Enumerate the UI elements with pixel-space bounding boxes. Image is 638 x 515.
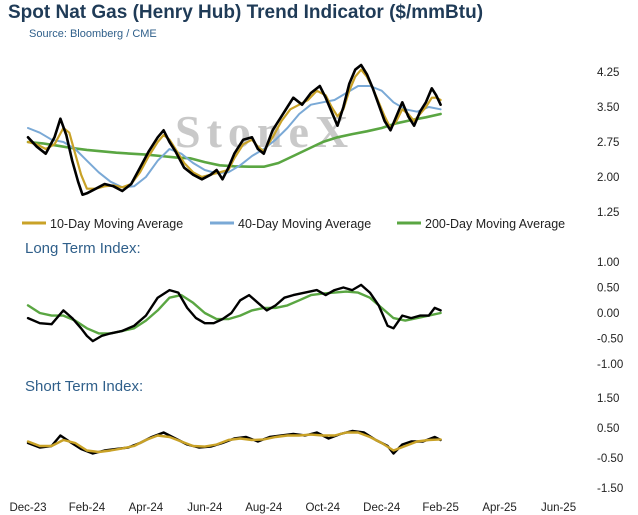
series-line-200-day-moving-average [26, 112, 442, 168]
x-tick-label: Dec-23 [9, 502, 46, 514]
panel-2: 1.00 0.50 0.00 -0.50 -1.00 [26, 257, 623, 371]
legend-item: 10-Day Moving Average [22, 217, 183, 231]
y-tick-label: 0.50 [597, 423, 619, 435]
y-tick-label: -0.50 [597, 453, 623, 465]
series-line-panel2-series-0 [26, 283, 442, 343]
y-tick-label: 3.50 [597, 102, 619, 114]
y-tick-label: 2.75 [597, 137, 619, 149]
y-tick-label: 0.50 [597, 283, 619, 295]
x-tick-label: Feb-24 [69, 502, 106, 514]
x-tick-label: Dec-24 [363, 502, 401, 514]
legend-label: 10-Day Moving Average [50, 217, 183, 231]
chart-source: Source: Bloomberg / CME [29, 28, 157, 40]
y-tick-label: 1.00 [597, 257, 619, 269]
legend-label: 40-Day Moving Average [238, 217, 371, 231]
x-tick-label: Apr-25 [482, 502, 517, 514]
legend-item: 40-Day Moving Average [210, 217, 371, 231]
series-line-panel2-series-1 [26, 290, 442, 335]
x-tick-label: Jun-25 [541, 502, 576, 514]
y-tick-label: 1.50 [597, 393, 619, 405]
y-tick-label: 2.00 [597, 172, 619, 184]
x-tick-label: Aug-24 [245, 502, 283, 514]
x-tick-label: Apr-24 [129, 502, 164, 514]
x-tick-label: Jun-24 [187, 502, 223, 514]
series-line-panel3-series-1 [26, 431, 442, 454]
chart-title: Spot Nat Gas (Henry Hub) Trend Indicator… [8, 2, 484, 23]
short-term-index-title: Short Term Index: [25, 378, 144, 395]
x-tick-label: Feb-25 [422, 502, 458, 514]
y-tick-label: 0.00 [597, 308, 619, 320]
series-line-spot [26, 63, 442, 196]
panel-1: 4.25 3.50 2.75 2.00 1.25 [26, 63, 619, 219]
y-tick-label: 4.25 [597, 67, 619, 79]
y-tick-label: -1.00 [597, 359, 623, 371]
x-tick-label: Oct-24 [305, 502, 340, 514]
y-tick-label: 1.25 [597, 207, 619, 219]
y-tick-label: -1.50 [597, 483, 623, 495]
long-term-index-title: Long Term Index: [25, 240, 141, 257]
legend-label: 200-Day Moving Average [425, 217, 565, 231]
legend-item: 200-Day Moving Average [397, 217, 565, 231]
panel-3: 1.50 0.50 -0.50 -1.50 [26, 393, 623, 495]
y-tick-label: -0.50 [597, 334, 623, 346]
